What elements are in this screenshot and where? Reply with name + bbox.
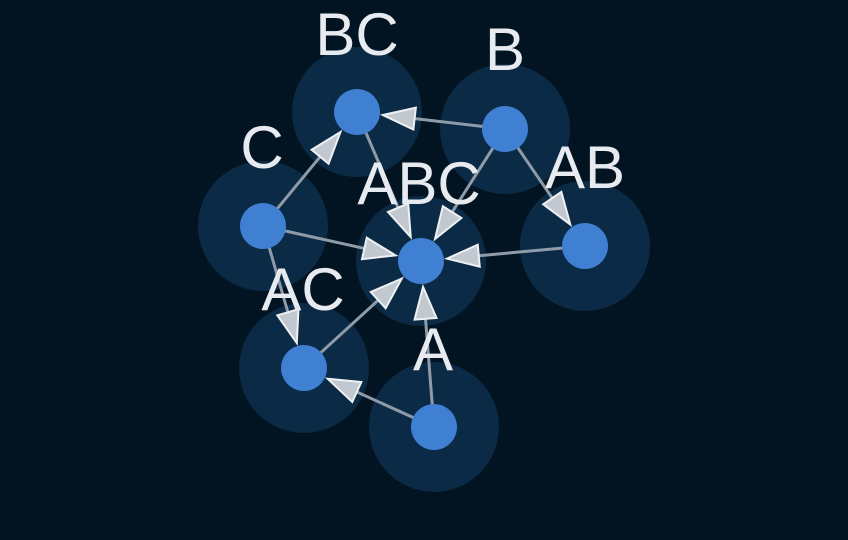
- node-label-ac: AC: [261, 256, 344, 323]
- edge-a-to-abc: [423, 313, 435, 410]
- edge-a-to-ac: [351, 388, 419, 421]
- arrowhead-c-to-ac: [275, 307, 300, 346]
- node-c[interactable]: [240, 203, 286, 249]
- node-label-c: C: [240, 114, 283, 181]
- arrowhead-ab-to-abc: [443, 243, 481, 268]
- arrowhead-c-to-abc: [360, 236, 399, 261]
- node-a[interactable]: [411, 404, 457, 450]
- edge-ab-to-abc: [473, 246, 568, 258]
- arrowhead-b-to-abc: [433, 204, 464, 242]
- edge-b-to-abc: [448, 143, 497, 217]
- node-label-bc: BC: [315, 1, 398, 68]
- arrowhead-ac-to-abc: [369, 276, 405, 310]
- node-abc[interactable]: [398, 238, 444, 284]
- node-ac[interactable]: [281, 345, 327, 391]
- node-label-abc: ABC: [357, 150, 480, 217]
- edges: [266, 106, 573, 421]
- edge-ac-to-abc: [316, 295, 383, 357]
- arrowhead-bc-to-abc: [386, 201, 412, 240]
- edge-b-to-ab: [514, 143, 557, 203]
- node-b[interactable]: [482, 106, 528, 152]
- arrowhead-b-to-ab: [541, 190, 573, 228]
- edge-c-to-bc: [273, 152, 325, 213]
- edge-b-to-bc: [409, 116, 488, 129]
- edge-bc-to-abc: [362, 127, 402, 213]
- edge-c-to-abc: [280, 228, 370, 251]
- arrowhead-c-to-bc: [309, 129, 343, 166]
- node-bc[interactable]: [334, 89, 380, 135]
- node-ab[interactable]: [562, 223, 608, 269]
- node-label-a: A: [413, 316, 453, 383]
- arrowhead-a-to-abc: [413, 283, 438, 321]
- arrowhead-b-to-bc: [379, 106, 418, 132]
- node-label-ab: AB: [545, 134, 625, 201]
- node-label-b: B: [485, 16, 525, 83]
- arrowhead-a-to-ac: [324, 377, 363, 404]
- nodes: [240, 89, 608, 450]
- edge-c-to-ac: [266, 242, 291, 318]
